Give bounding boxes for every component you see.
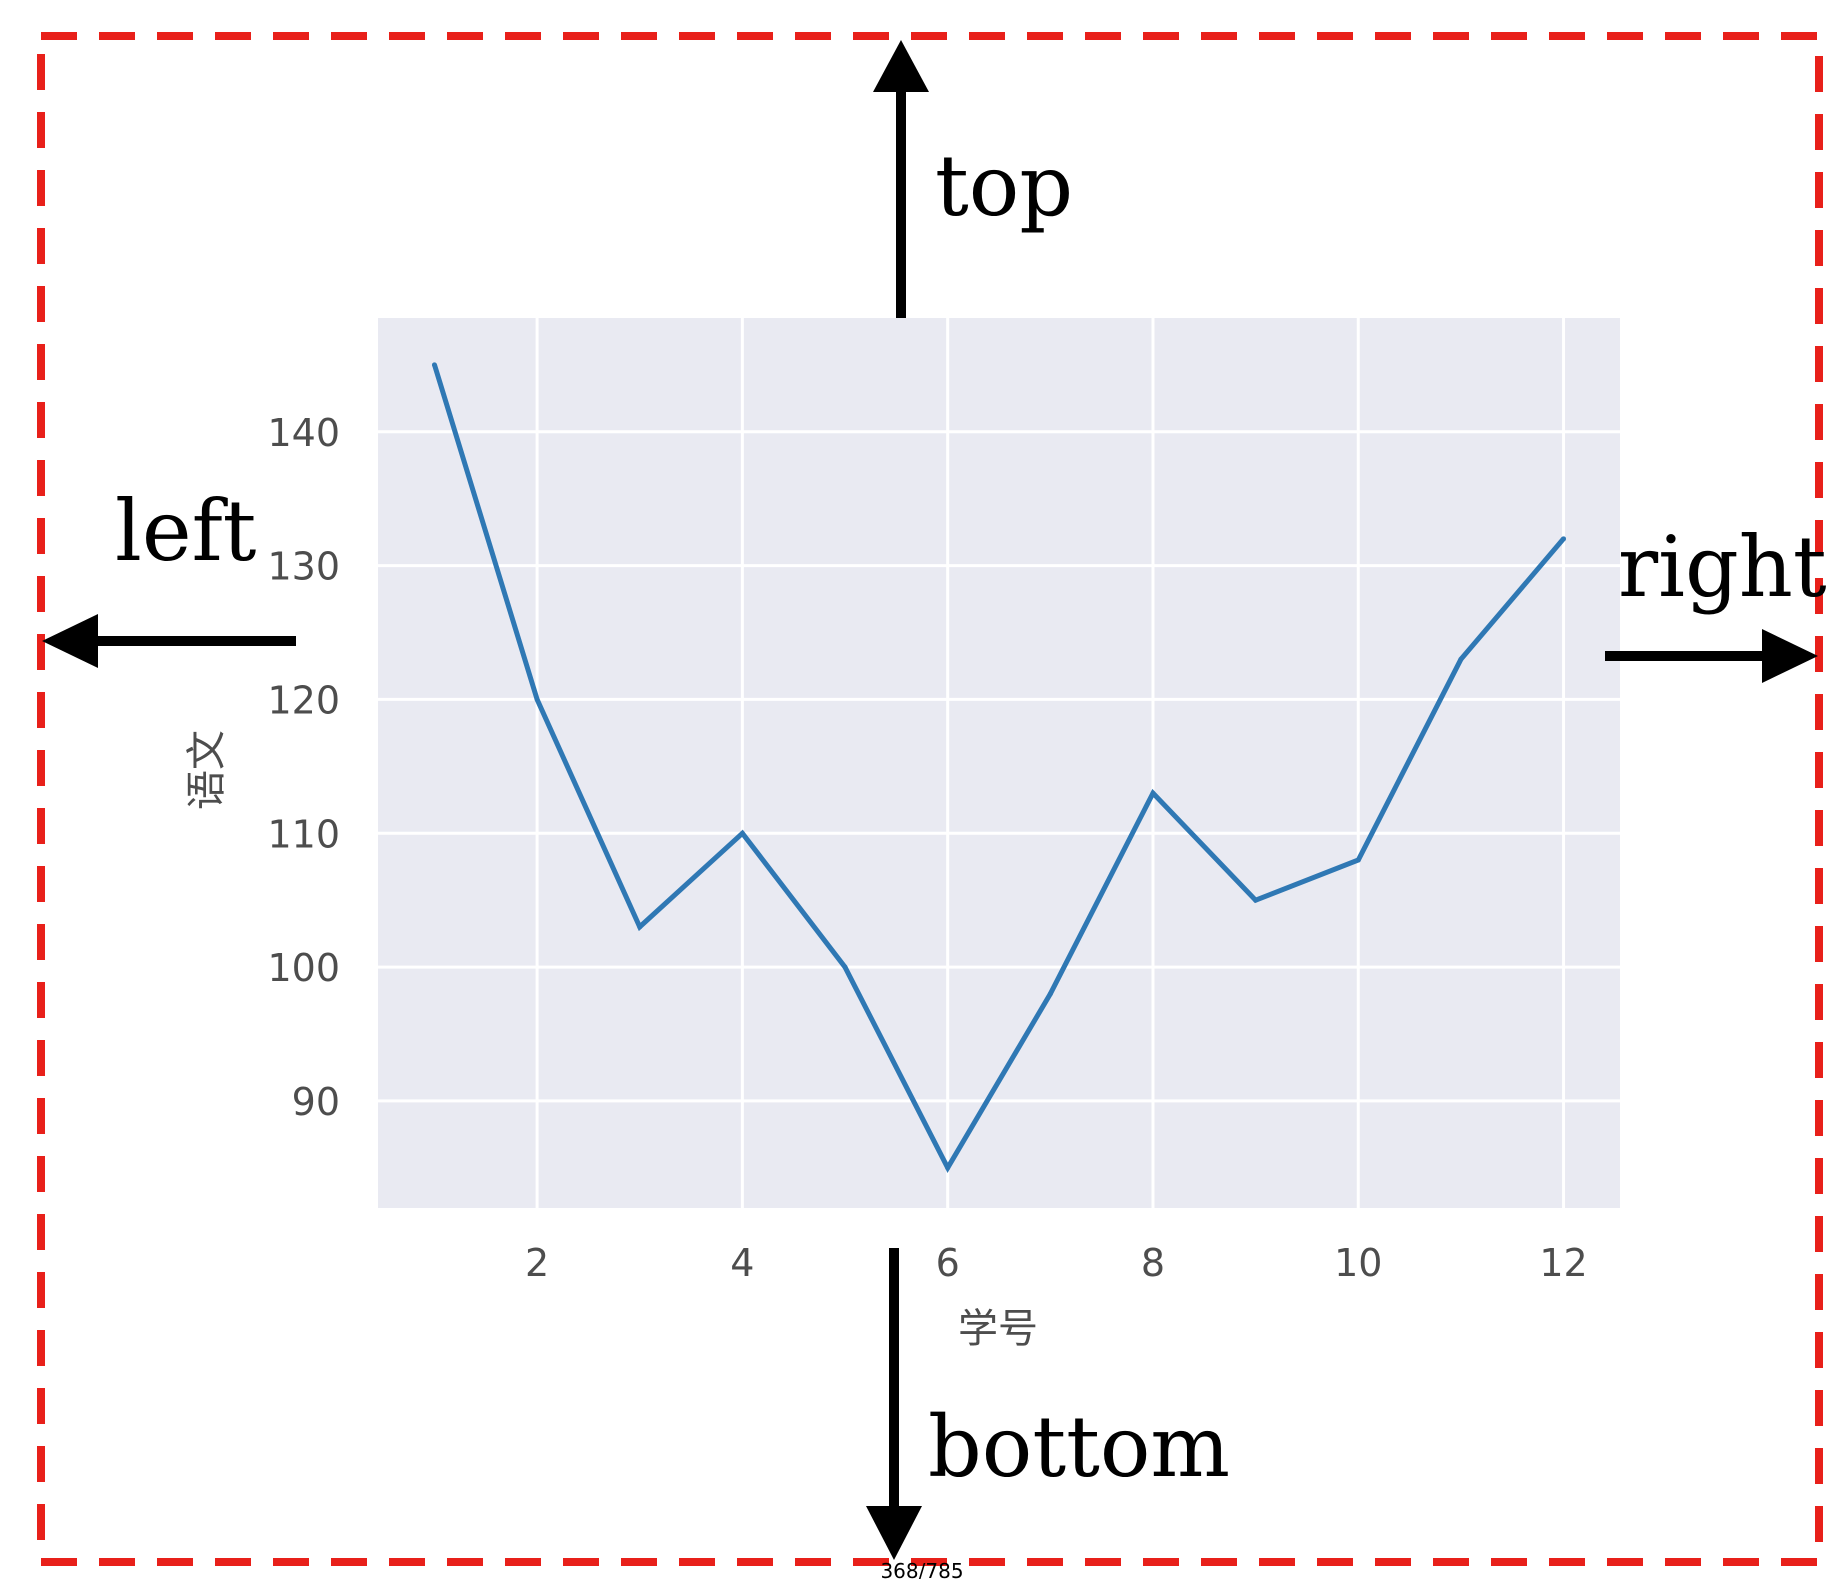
data-point — [1355, 857, 1361, 863]
data-point — [534, 696, 540, 702]
y-tick-label: 110 — [267, 812, 340, 856]
x-tick-label: 2 — [525, 1241, 549, 1285]
data-point — [945, 1165, 951, 1171]
x-tick-label: 12 — [1539, 1241, 1587, 1285]
x-tick-label: 10 — [1334, 1241, 1382, 1285]
series-line — [432, 364, 1566, 1173]
x-tick-label: 6 — [936, 1241, 960, 1285]
x-tick-label: 8 — [1141, 1241, 1165, 1285]
data-point — [431, 362, 437, 368]
data-point — [739, 830, 745, 836]
left-margin-label: left — [115, 482, 257, 580]
x-tick-labels: 2 4 6 8 10 12 — [525, 1241, 1588, 1285]
series-layer — [431, 362, 1567, 1173]
data-point — [1458, 656, 1464, 662]
right-margin-label: right — [1618, 518, 1827, 616]
data-point — [1047, 991, 1053, 997]
right-arrow — [1605, 629, 1818, 683]
x-tick-label: 4 — [730, 1241, 754, 1285]
plot-area — [378, 318, 1620, 1208]
bottom-arrow — [866, 1248, 922, 1560]
top-arrow — [873, 40, 929, 318]
data-point — [637, 924, 643, 930]
bottom-margin-label: bottom — [928, 1398, 1230, 1496]
y-tick-labels: 90 100 110 120 130 140 — [267, 411, 340, 1124]
margin-arrows — [42, 40, 1818, 1560]
x-axis-title: 学号 — [958, 1306, 1038, 1352]
top-margin-label: top — [935, 137, 1073, 235]
data-point — [1253, 897, 1259, 903]
data-point — [1150, 790, 1156, 796]
data-point — [842, 964, 848, 970]
y-tick-label: 140 — [267, 411, 340, 455]
page-number: 368/785 — [880, 1559, 963, 1579]
data-point — [1561, 536, 1567, 542]
y-tick-label: 90 — [292, 1080, 340, 1124]
grid-lines — [378, 318, 1620, 1208]
y-tick-label: 120 — [267, 678, 340, 722]
y-axis-title: 语文 — [184, 730, 230, 810]
y-tick-label: 130 — [267, 545, 340, 589]
figure-boundary-frame — [37, 32, 1823, 1566]
y-tick-label: 100 — [267, 946, 340, 990]
left-arrow — [42, 614, 296, 668]
